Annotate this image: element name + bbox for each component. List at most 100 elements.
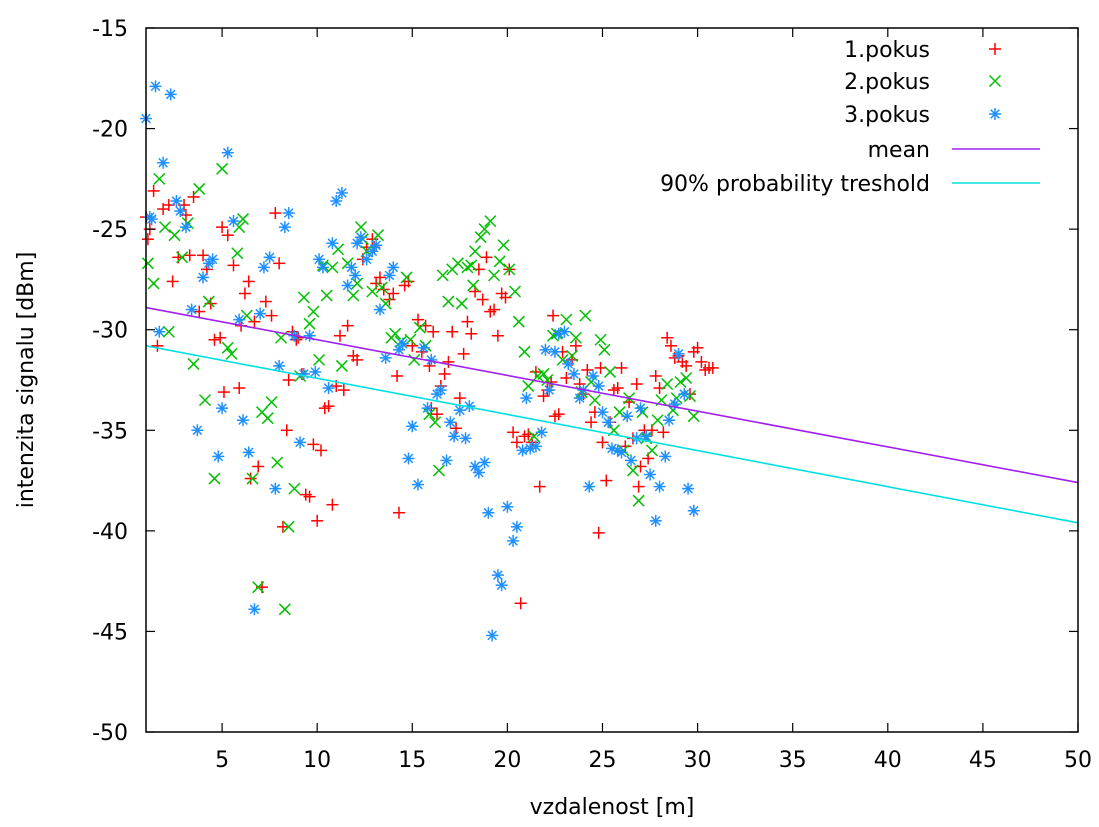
data-point: [512, 315, 525, 328]
data-point: [465, 327, 478, 340]
data-point: [594, 361, 607, 374]
data-point: [432, 464, 445, 477]
data-point: [592, 380, 605, 393]
data-point: [153, 172, 166, 185]
data-point: [179, 221, 192, 234]
data-point: [197, 249, 210, 262]
data-point: [349, 269, 362, 282]
x-tick-label: 45: [969, 748, 997, 773]
data-point: [562, 357, 575, 370]
data-point: [212, 450, 225, 463]
data-point: [252, 460, 265, 473]
data-point: [383, 269, 396, 282]
legend-label: 90% probability treshold: [660, 172, 930, 197]
data-point: [351, 237, 364, 250]
data-point: [297, 367, 310, 380]
data-point: [501, 500, 514, 513]
data-point: [326, 237, 339, 250]
data-point: [687, 410, 700, 423]
data-point: [389, 327, 402, 340]
data-point: [457, 347, 470, 360]
data-point: [680, 359, 693, 372]
data-point: [233, 313, 246, 326]
data-point: [314, 444, 327, 457]
legend-marker: [989, 108, 1001, 120]
data-point: [174, 205, 187, 218]
data-point: [583, 480, 596, 493]
data-point: [514, 597, 527, 610]
data-point: [465, 259, 478, 272]
data-point: [197, 271, 210, 284]
data-point: [455, 297, 468, 310]
data-point: [499, 291, 512, 304]
data-point: [248, 603, 261, 616]
data-point: [402, 452, 415, 465]
data-point: [510, 520, 523, 533]
data-point: [360, 253, 373, 266]
data-point: [162, 325, 175, 338]
data-point: [644, 468, 657, 481]
data-point: [227, 215, 240, 228]
data-point: [303, 490, 316, 503]
data-point: [354, 221, 367, 234]
data-point: [651, 414, 664, 427]
y-tick-label: -20: [92, 118, 128, 143]
data-point: [569, 331, 582, 344]
data-point: [472, 466, 485, 479]
data-point: [206, 253, 219, 266]
data-point: [649, 514, 662, 527]
data-point: [208, 472, 221, 485]
data-point: [269, 482, 282, 495]
data-point: [503, 263, 516, 276]
data-point: [678, 388, 691, 401]
data-point: [366, 285, 379, 298]
data-point: [611, 382, 624, 395]
data-point: [320, 289, 333, 302]
data-point: [335, 186, 348, 199]
y-tick-label: -50: [92, 721, 128, 746]
data-point: [373, 271, 386, 284]
data-point: [522, 380, 535, 393]
data-point: [411, 313, 424, 326]
series-line: [145, 345, 1079, 524]
data-point: [467, 279, 480, 292]
data-point: [529, 440, 542, 453]
data-point: [238, 287, 251, 300]
data-point: [626, 464, 639, 477]
data-point: [278, 221, 291, 234]
data-point: [248, 315, 261, 328]
y-tick-label: -25: [92, 218, 128, 243]
data-point: [478, 223, 491, 236]
data-point: [558, 325, 571, 338]
data-point: [543, 384, 556, 397]
data-point: [278, 603, 291, 616]
data-point: [370, 239, 383, 252]
data-point: [288, 482, 301, 495]
data-point: [311, 514, 324, 527]
data-point: [453, 392, 466, 405]
data-point: [208, 333, 221, 346]
x-tick-label: 50: [1064, 748, 1092, 773]
data-marks: [140, 80, 1079, 642]
data-point: [632, 494, 645, 507]
data-point: [661, 377, 674, 391]
data-point: [596, 436, 609, 449]
y-tick-label: -30: [92, 319, 128, 344]
data-point: [164, 88, 177, 101]
data-point: [216, 221, 229, 234]
data-point: [347, 289, 360, 302]
y-tick-label: -40: [92, 520, 128, 545]
data-point: [493, 255, 506, 268]
data-point: [585, 416, 598, 429]
data-point: [225, 347, 238, 360]
data-point: [486, 629, 499, 642]
data-point: [216, 162, 229, 175]
data-point: [600, 474, 613, 487]
data-point: [476, 293, 489, 306]
data-point: [659, 450, 672, 463]
data-point: [469, 245, 482, 258]
data-point: [533, 480, 546, 493]
data-point: [233, 382, 246, 395]
data-point: [257, 261, 270, 274]
data-point: [151, 339, 164, 352]
